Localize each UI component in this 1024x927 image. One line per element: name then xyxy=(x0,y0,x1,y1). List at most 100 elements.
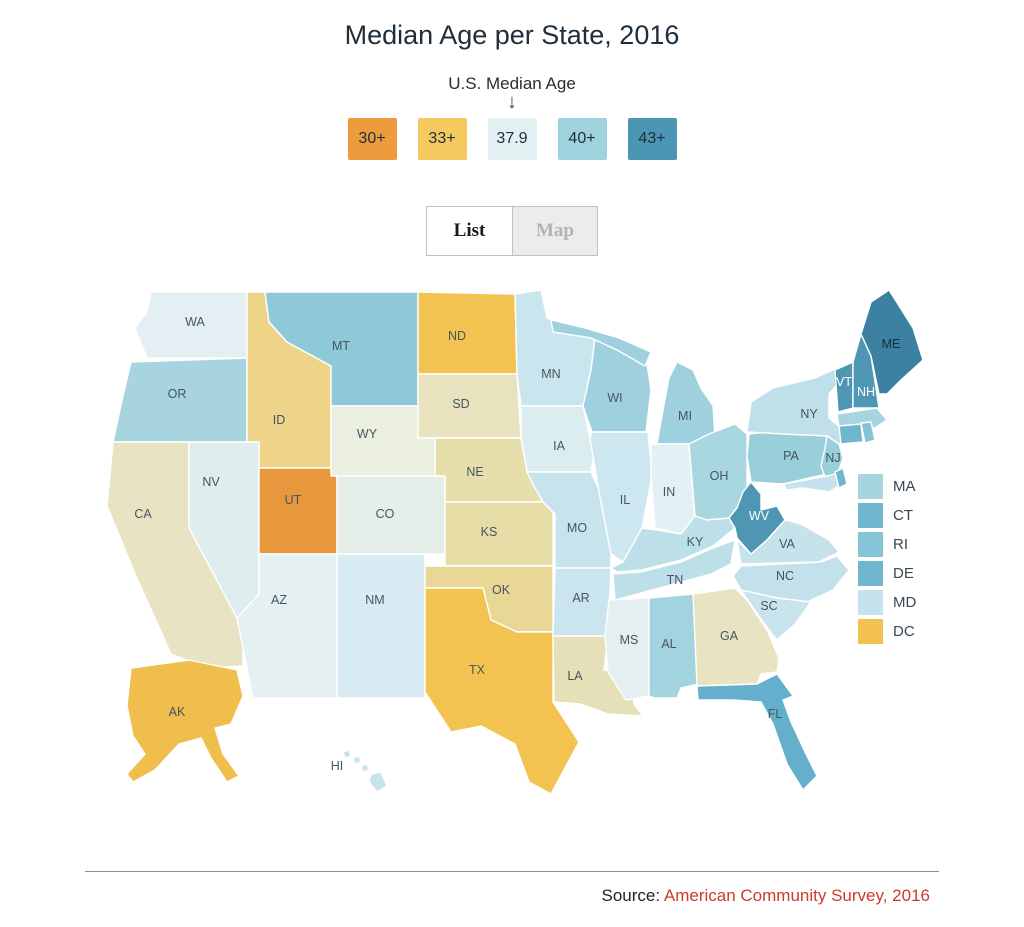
state-label-VT: VT xyxy=(836,375,852,389)
state-FL[interactable] xyxy=(696,673,818,791)
small-state-row-RI: RI xyxy=(858,532,916,557)
legend-bin-30+: 30+ xyxy=(347,118,397,160)
source-citation[interactable]: American Community Survey, 2016 xyxy=(663,886,930,905)
small-state-swatch-MA xyxy=(858,474,883,499)
state-HI[interactable] xyxy=(352,755,362,765)
tab-list[interactable]: List xyxy=(427,207,512,255)
state-label-WI: WI xyxy=(607,391,622,405)
state-ME[interactable] xyxy=(860,289,924,395)
state-label-TN: TN xyxy=(667,573,684,587)
small-state-row-MD: MD xyxy=(858,590,916,615)
state-label-WY: WY xyxy=(357,427,378,441)
state-MA[interactable] xyxy=(836,407,888,429)
small-state-label-DC: DC xyxy=(893,623,915,640)
state-label-MO: MO xyxy=(567,521,587,535)
state-label-CO: CO xyxy=(376,507,395,521)
source-label: Source: xyxy=(601,886,664,905)
state-label-OK: OK xyxy=(492,583,511,597)
state-HI[interactable] xyxy=(360,763,370,773)
state-label-OR: OR xyxy=(168,387,187,401)
small-state-swatch-CT xyxy=(858,503,883,528)
state-label-VA: VA xyxy=(779,537,795,551)
state-label-MI: MI xyxy=(678,409,692,423)
state-TX[interactable] xyxy=(424,587,580,795)
small-state-label-MD: MD xyxy=(893,594,917,611)
state-RI[interactable] xyxy=(860,421,876,444)
state-label-LA: LA xyxy=(567,669,583,683)
state-SC[interactable] xyxy=(740,589,812,641)
small-state-row-MA: MA xyxy=(858,474,916,499)
map-container: WA OR CA NV ID MT WY UT CO AZ NM ND SD NE KS OK TX MN IA MO… xyxy=(85,278,945,813)
state-label-SC: SC xyxy=(760,599,777,613)
state-label-ND: ND xyxy=(448,329,466,343)
state-WV[interactable] xyxy=(728,481,786,555)
state-UT[interactable] xyxy=(258,467,338,555)
divider xyxy=(85,871,939,872)
state-label-NV: NV xyxy=(202,475,220,489)
state-label-KS: KS xyxy=(481,525,498,539)
state-KY[interactable] xyxy=(610,515,736,573)
state-label-CA: CA xyxy=(134,507,152,521)
small-state-row-CT: CT xyxy=(858,503,916,528)
state-label-NM: NM xyxy=(365,593,384,607)
state-label-MN: MN xyxy=(541,367,560,381)
legend-bin-43+: 43+ xyxy=(627,118,677,160)
state-label-UT: UT xyxy=(285,493,302,507)
state-HI[interactable] xyxy=(368,771,388,793)
small-state-swatch-DE xyxy=(858,561,883,586)
state-label-WA: WA xyxy=(185,315,205,329)
state-MN[interactable] xyxy=(514,289,596,407)
small-state-legend: MA CT RI DE MD DC xyxy=(858,474,916,644)
state-label-AK: AK xyxy=(169,705,186,719)
small-state-label-CT: CT xyxy=(893,507,913,524)
state-MI[interactable] xyxy=(656,361,716,445)
small-state-row-DC: DC xyxy=(858,619,916,644)
state-VA[interactable] xyxy=(736,519,840,565)
state-MI[interactable] xyxy=(550,319,652,367)
state-label-MT: MT xyxy=(332,339,350,353)
legend-bin-40+: 40+ xyxy=(557,118,607,160)
state-TN[interactable] xyxy=(612,539,736,601)
state-label-MS: MS xyxy=(620,633,639,647)
state-CT[interactable] xyxy=(838,423,864,445)
tab-map[interactable]: Map xyxy=(512,207,597,255)
state-HI[interactable] xyxy=(342,749,352,759)
state-ND[interactable] xyxy=(417,291,518,375)
state-label-AZ: AZ xyxy=(271,593,287,607)
state-label-PA: PA xyxy=(783,449,799,463)
state-label-AL: AL xyxy=(661,637,676,651)
state-label-ME: ME xyxy=(882,337,901,351)
state-label-NC: NC xyxy=(776,569,794,583)
legend-bin-37.9: 37.9 xyxy=(487,118,537,160)
state-label-SD: SD xyxy=(452,397,469,411)
small-state-label-RI: RI xyxy=(893,536,908,553)
state-MD[interactable] xyxy=(782,473,840,493)
us-map: WA OR CA NV ID MT WY UT CO AZ NM ND SD NE KS OK TX MN IA MO… xyxy=(106,289,924,795)
state-label-IA: IA xyxy=(553,439,565,453)
state-DE[interactable] xyxy=(834,467,848,489)
legend-bin-33+: 33+ xyxy=(417,118,467,160)
us-median-annotation: U.S. Median Age xyxy=(448,74,576,93)
state-label-GA: GA xyxy=(720,629,739,643)
small-state-label-MA: MA xyxy=(893,478,916,495)
state-label-ID: ID xyxy=(273,413,286,427)
state-label-IN: IN xyxy=(663,485,676,499)
small-state-swatch-RI xyxy=(858,532,883,557)
small-state-row-DE: DE xyxy=(858,561,916,586)
state-label-FL: FL xyxy=(768,707,783,721)
state-label-AR: AR xyxy=(572,591,589,605)
view-toggle: List Map xyxy=(426,206,598,256)
page-title: Median Age per State, 2016 xyxy=(344,20,680,50)
state-AK[interactable] xyxy=(126,659,244,783)
median-arrow-icon: ↓ xyxy=(507,91,517,113)
state-NM[interactable] xyxy=(336,553,426,699)
state-KS[interactable] xyxy=(444,501,554,567)
state-label-NJ: NJ xyxy=(825,451,840,465)
small-state-swatch-MD xyxy=(858,590,883,615)
small-state-label-DE: DE xyxy=(893,565,914,582)
source-line: Source: American Community Survey, 2016 xyxy=(602,886,931,906)
state-NH[interactable] xyxy=(852,333,880,409)
state-label-WV: WV xyxy=(749,509,770,523)
state-label-IL: IL xyxy=(620,493,630,507)
state-label-KY: KY xyxy=(687,535,704,549)
